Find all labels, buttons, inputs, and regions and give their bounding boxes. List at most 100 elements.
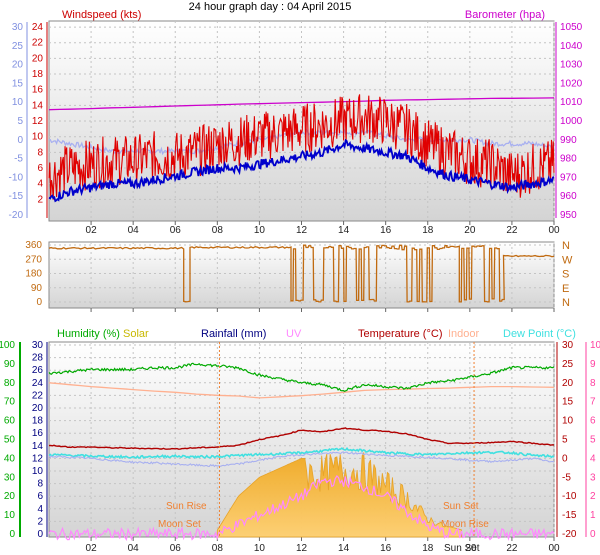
left-outer-tick-label: -20 <box>9 210 24 221</box>
x-tick-label-bottom: 00 <box>548 543 560 554</box>
rainfall-tick-label: 24 <box>32 378 44 389</box>
barometer-tick-label: 1020 <box>560 78 583 89</box>
left-outer-tick-label: 30 <box>12 22 24 33</box>
left-outer-tick-label: 10 <box>12 97 24 108</box>
windspeed-tick-label: 24 <box>32 22 44 33</box>
chart-title: 24 hour graph day : 04 April 2015 <box>189 1 352 13</box>
barometer-tick-label: 990 <box>560 135 577 146</box>
windspeed-axis-label: Windspeed (kts) <box>62 9 141 21</box>
x-tick-label-bottom: 16 <box>380 543 392 554</box>
left-outer-tick-label: 0 <box>17 135 23 146</box>
windspeed-tick-label: 6 <box>37 163 43 174</box>
barometer-axis-label: Barometer (hpa) <box>465 9 545 21</box>
x-tick-label-top: 12 <box>296 225 308 236</box>
uv-tick-label: 2 <box>590 491 596 502</box>
humidity-tick-label: 10 <box>4 510 16 521</box>
x-tick-label-bottom: 12 <box>296 543 308 554</box>
x-tick-label-top: 00 <box>548 225 560 236</box>
humidity-tick-label: 20 <box>4 491 16 502</box>
rainfall-tick-label: 10 <box>32 466 44 477</box>
rainfall-tick-label: 8 <box>37 479 43 490</box>
humidity-tick-label: 50 <box>4 435 16 446</box>
uv-tick-label: 10 <box>590 340 600 351</box>
sunset-axis-label: Sun Set <box>444 543 480 554</box>
series <box>48 94 555 542</box>
moonrise-label: Moon Rise <box>441 519 489 530</box>
indoor-label: Indoor <box>448 328 480 340</box>
humidity-tick-label: 70 <box>4 397 16 408</box>
direction-tick-label: 270 <box>25 254 42 265</box>
direction-tick-label: 360 <box>25 240 42 251</box>
humidity-tick-label: 30 <box>4 472 16 483</box>
temperature-tick-label: 10 <box>562 416 574 427</box>
rainfall-rate-line <box>48 451 554 468</box>
barometer-tick-label: 950 <box>560 210 577 221</box>
windspeed-tick-label: 16 <box>32 85 44 96</box>
uv-tick-label: 0 <box>590 529 596 540</box>
rainfall-tick-label: 18 <box>32 416 44 427</box>
humidity-tick-label: 90 <box>4 359 16 370</box>
left-outer-tick-label: 5 <box>17 116 23 127</box>
direction-tick-label: 0 <box>36 297 42 308</box>
windspeed-tick-label: 8 <box>37 147 43 158</box>
windspeed-tick-label: 12 <box>32 116 44 127</box>
sunrise-label: Sun Rise <box>166 501 207 512</box>
rainfall-tick-label: 14 <box>32 441 44 452</box>
temperature-tick-label: -15 <box>562 510 577 521</box>
humidity-tick-label: 60 <box>4 416 16 427</box>
moonset-label: Moon Set <box>158 519 201 530</box>
left-outer-tick-label: -5 <box>14 154 23 165</box>
direction-compass-label: N <box>562 297 570 309</box>
temperature-tick-label: 5 <box>562 435 568 446</box>
barometer-tick-label: 1010 <box>560 97 583 108</box>
uv-tick-label: 5 <box>590 435 596 446</box>
x-tick-label-bottom: 10 <box>254 543 266 554</box>
rainfall-tick-label: 30 <box>32 340 44 351</box>
axes: 0202040406060808101012121414161618182020… <box>0 22 600 554</box>
temperature-tick-label: 20 <box>562 378 574 389</box>
windspeed-tick-label: 10 <box>32 132 44 143</box>
temperature-tick-label: -5 <box>562 472 571 483</box>
temperature-label: Temperature (°C) <box>358 328 442 340</box>
windspeed-tick-label: 4 <box>37 179 43 190</box>
x-tick-label-bottom: 02 <box>86 543 98 554</box>
x-tick-label-bottom: 18 <box>422 543 434 554</box>
uv-label: UV <box>286 328 302 340</box>
barometer-tick-label: 1000 <box>560 116 583 127</box>
uv-tick-label: 9 <box>590 359 596 370</box>
x-tick-label-bottom: 14 <box>338 543 350 554</box>
rainfall-tick-label: 20 <box>32 403 44 414</box>
humidity-tick-label: 80 <box>4 378 16 389</box>
uv-tick-label: 4 <box>590 453 596 464</box>
x-tick-label-top: 06 <box>170 225 182 236</box>
rainfall-tick-label: 2 <box>37 516 43 527</box>
direction-compass-label: N <box>562 240 570 252</box>
rainfall-tick-label: 16 <box>32 428 44 439</box>
x-tick-label-bottom: 22 <box>506 543 518 554</box>
x-tick-label-top: 16 <box>380 225 392 236</box>
barometer-tick-label: 1030 <box>560 60 583 71</box>
dewpoint-label: Dew Point (°C) <box>503 328 576 340</box>
left-outer-tick-label: 20 <box>12 60 24 71</box>
x-tick-label-top: 20 <box>464 225 476 236</box>
temperature-tick-label: 0 <box>562 453 568 464</box>
direction-compass-label: W <box>562 254 573 266</box>
temperature-tick-label: -10 <box>562 491 577 502</box>
humidity-tick-label: 0 <box>9 529 15 540</box>
uv-tick-label: 8 <box>590 378 596 389</box>
wind-direction-line <box>48 244 555 303</box>
rainfall-tick-label: 4 <box>37 504 43 515</box>
solar-area <box>216 451 462 538</box>
x-tick-label-top: 02 <box>86 225 98 236</box>
barometer-tick-label: 960 <box>560 191 577 202</box>
uv-tick-label: 3 <box>590 472 596 483</box>
rainfall-tick-label: 26 <box>32 365 44 376</box>
rainfall-tick-label: 22 <box>32 390 44 401</box>
x-tick-label-top: 18 <box>422 225 434 236</box>
windspeed-line <box>48 94 555 200</box>
temperature-tick-label: -20 <box>562 529 577 540</box>
sunset-label: Sun Set <box>443 501 479 512</box>
x-tick-label-top: 08 <box>212 225 224 236</box>
rainfall-tick-label: 6 <box>37 491 43 502</box>
